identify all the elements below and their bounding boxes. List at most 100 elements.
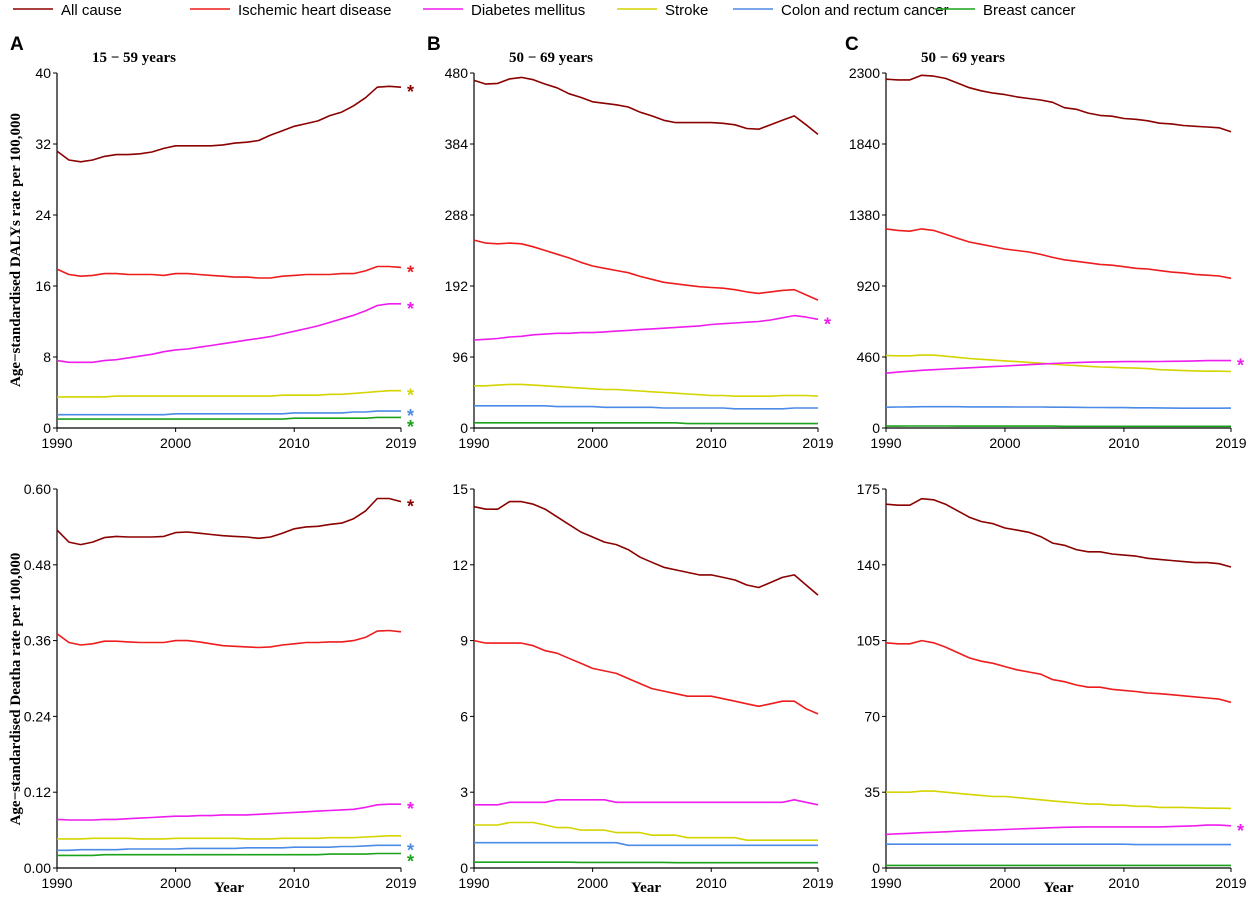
y-tick-label: 0.36	[24, 633, 51, 649]
y-tick-label: 24	[35, 207, 51, 223]
series-line-stroke	[885, 354, 1232, 373]
y-tick-label: 0	[460, 420, 468, 436]
series-line-stroke	[57, 389, 401, 398]
x-axis-label: Year	[631, 880, 661, 896]
series-line-ischemic-heart-disease	[885, 228, 1232, 280]
subplot-c-row-1: 0 460 920 1380 1840 2300 1990 2000 2010 2019 *	[849, 65, 1247, 451]
y-tick-label: 0	[872, 860, 880, 876]
panels: A 15 − 59 years B 50 − 69 years C 50 − 69 yea…	[8, 34, 1247, 896]
y-tick-label: 192	[445, 278, 469, 294]
x-tick-label: 2010	[279, 435, 310, 451]
y-tick-label: 32	[35, 136, 51, 152]
significance-marker-diabetes-mellitus: *	[824, 314, 831, 334]
y-tick-label: 40	[35, 65, 51, 81]
y-tick-label: 480	[445, 65, 469, 81]
series-line-all-cause	[473, 500, 819, 596]
x-tick-label: 1990	[458, 875, 489, 891]
x-tick-label: 2010	[1108, 435, 1139, 451]
panel-letter-b: B	[427, 34, 441, 55]
series-line-stroke	[57, 834, 401, 840]
y-tick-label: 0.00	[24, 860, 51, 876]
series-line-colon-and-rectum-cancer	[474, 841, 818, 847]
x-tick-label: 2000	[577, 435, 608, 451]
significance-marker-diabetes-mellitus: *	[1237, 821, 1244, 841]
significance-marker-breast-cancer: *	[407, 851, 414, 871]
x-tick-label: 2019	[1215, 435, 1246, 451]
series-line-diabetes-mellitus	[885, 359, 1231, 374]
legend-label-ischemic-heart-disease: Ischemic heart disease	[238, 2, 391, 19]
series-line-ischemic-heart-disease	[885, 639, 1232, 704]
subplot-c-row-2: 0 35 70 105 140 175 1990 2000 2010 2019 Year *	[857, 481, 1247, 896]
x-tick-label: 2019	[385, 435, 416, 451]
panel-title-a: 15 − 59 years	[92, 50, 176, 66]
y-tick-label: 175	[857, 481, 881, 497]
y-tick-label: 96	[452, 349, 468, 365]
y-tick-label: 70	[864, 708, 880, 724]
significance-marker-all-cause: *	[407, 82, 414, 102]
x-tick-label: 2010	[696, 875, 727, 891]
y-tick-label: 1380	[849, 207, 880, 223]
series-line-colon-and-rectum-cancer	[474, 404, 818, 410]
x-tick-label: 2019	[802, 435, 833, 451]
x-axis-label: Year	[214, 880, 244, 896]
y-tick-label: 35	[864, 784, 880, 800]
x-tick-label: 1990	[41, 435, 72, 451]
series-line-breast-cancer	[474, 861, 818, 864]
series-line-all-cause	[885, 74, 1232, 133]
x-tick-label: 1990	[870, 875, 901, 891]
y-tick-label: 460	[857, 349, 881, 365]
series-line-all-cause	[56, 85, 402, 163]
subplot-a-row-2: 0.00 0.12 0.24 0.36 0.48 0.60 1990 2000 2010 2019…	[24, 481, 417, 896]
series-line-diabetes-mellitus	[474, 798, 819, 806]
significance-marker-diabetes-mellitus: *	[1237, 356, 1244, 376]
y-tick-label: 0	[43, 420, 51, 436]
series-line-stroke	[474, 383, 819, 398]
x-tick-label: 2000	[160, 875, 191, 891]
y-axis-label-row-2: Age−standardised Deatha rate per 100,000	[8, 553, 24, 826]
y-tick-label: 6	[460, 708, 468, 724]
legend-label-breast-cancer: Breast cancer	[983, 2, 1076, 19]
series-line-ischemic-heart-disease	[56, 629, 402, 649]
series-line-diabetes-mellitus	[56, 302, 401, 364]
subplot-b-row-1: 0 96 192 288 384 480 1990 2000 2010 2019 *	[445, 65, 834, 451]
y-tick-label: 3	[460, 784, 468, 800]
x-tick-label: 2010	[279, 875, 310, 891]
legend-label-all-cause: All cause	[61, 2, 122, 19]
panel-letter-a: A	[10, 34, 24, 55]
x-axis-label: Year	[1044, 880, 1074, 896]
series-line-all-cause	[473, 76, 819, 136]
series-line-colon-and-rectum-cancer	[885, 405, 1232, 410]
y-tick-label: 920	[857, 278, 881, 294]
legend-label-colon-and-rectum-cancer: Colon and rectum cancer	[781, 2, 949, 19]
series-line-diabetes-mellitus	[56, 803, 401, 821]
x-tick-label: 1990	[870, 435, 901, 451]
series-line-breast-cancer	[57, 852, 401, 857]
y-tick-label: 0.48	[24, 557, 51, 573]
y-tick-label: 2300	[849, 65, 880, 81]
significance-marker-stroke: *	[407, 386, 414, 406]
x-tick-label: 2010	[696, 435, 727, 451]
significance-marker-ischemic-heart-disease: *	[407, 262, 414, 282]
series-line-colon-and-rectum-cancer	[57, 410, 401, 416]
series-line-breast-cancer	[57, 416, 401, 420]
x-tick-label: 2000	[577, 875, 608, 891]
series-line-breast-cancer	[474, 421, 818, 425]
legend: All cause Ischemic heart disease Diabetes …	[13, 2, 1076, 19]
y-tick-label: 140	[857, 557, 881, 573]
series-line-stroke	[886, 790, 1232, 810]
x-tick-label: 1990	[41, 875, 72, 891]
y-axis-label-row-1: Age−standardised DALYs rate per 100,000	[8, 113, 24, 387]
series-line-all-cause	[885, 497, 1232, 568]
x-tick-label: 2019	[802, 875, 833, 891]
series-line-ischemic-heart-disease	[473, 239, 819, 301]
y-tick-label: 0.12	[24, 784, 51, 800]
series-line-diabetes-mellitus	[473, 314, 819, 341]
series-line-ischemic-heart-disease	[56, 265, 402, 279]
subplot-b-row-2: 0 3 6 9 12 15 1990 2000 2010 2019 Year	[452, 481, 833, 896]
y-tick-label: 0	[872, 420, 880, 436]
y-tick-label: 9	[460, 633, 468, 649]
y-tick-label: 16	[35, 278, 51, 294]
y-tick-label: 0.60	[24, 481, 51, 497]
legend-label-diabetes-mellitus: Diabetes mellitus	[471, 2, 585, 19]
